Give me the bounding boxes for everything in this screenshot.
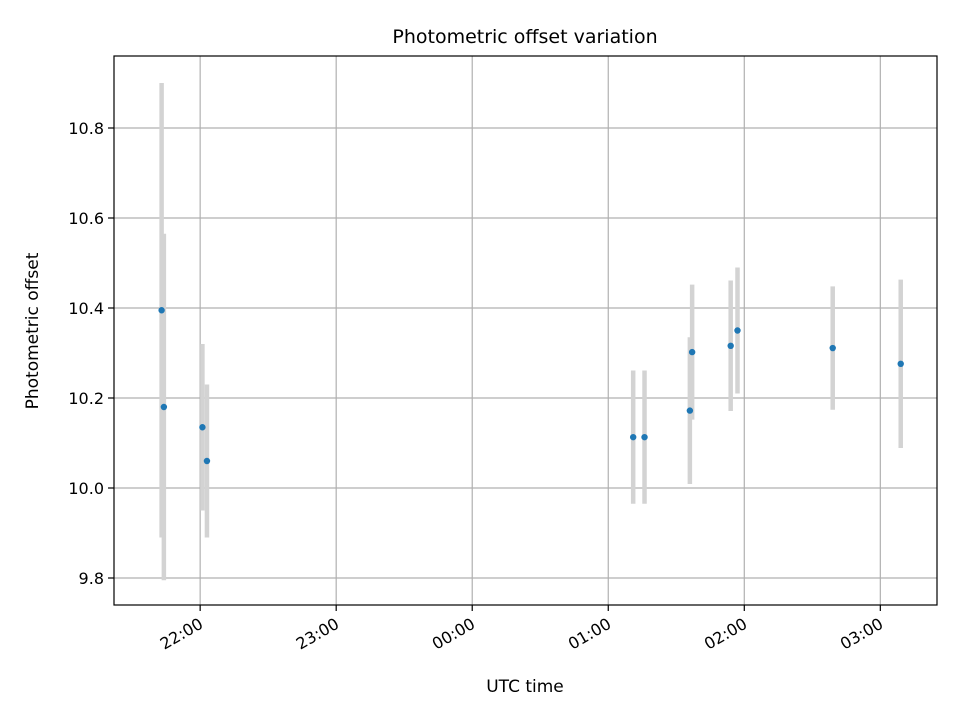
plot-frame <box>113 55 938 606</box>
y-axis-label: Photometric offset <box>23 252 43 409</box>
y-tick-label: 10.4 <box>68 299 104 318</box>
y-tick-label: 10.6 <box>68 209 104 228</box>
y-tick-label: 9.8 <box>79 569 104 588</box>
x-axis-label: UTC time <box>486 677 564 697</box>
data-point <box>897 360 904 367</box>
data-point <box>734 327 741 334</box>
data-point <box>727 342 734 349</box>
data-point <box>629 433 637 441</box>
data-point <box>203 457 211 465</box>
data-point <box>641 433 648 441</box>
data-points <box>158 307 904 465</box>
data-point <box>686 407 694 414</box>
y-axis-ticks: 9.8 10.0 10.2 10.4 10.6 10.8 <box>68 119 114 588</box>
chart-title: Photometric offset variation <box>392 26 657 48</box>
data-point <box>160 403 168 411</box>
y-tick-label: 10.2 <box>68 389 104 408</box>
data-point <box>199 424 206 431</box>
grid <box>114 56 937 605</box>
data-point <box>158 307 165 314</box>
y-tick-label: 10.8 <box>68 119 104 138</box>
y-tick-label: 10.0 <box>68 479 104 498</box>
data-point <box>829 344 836 352</box>
data-point <box>688 348 696 356</box>
